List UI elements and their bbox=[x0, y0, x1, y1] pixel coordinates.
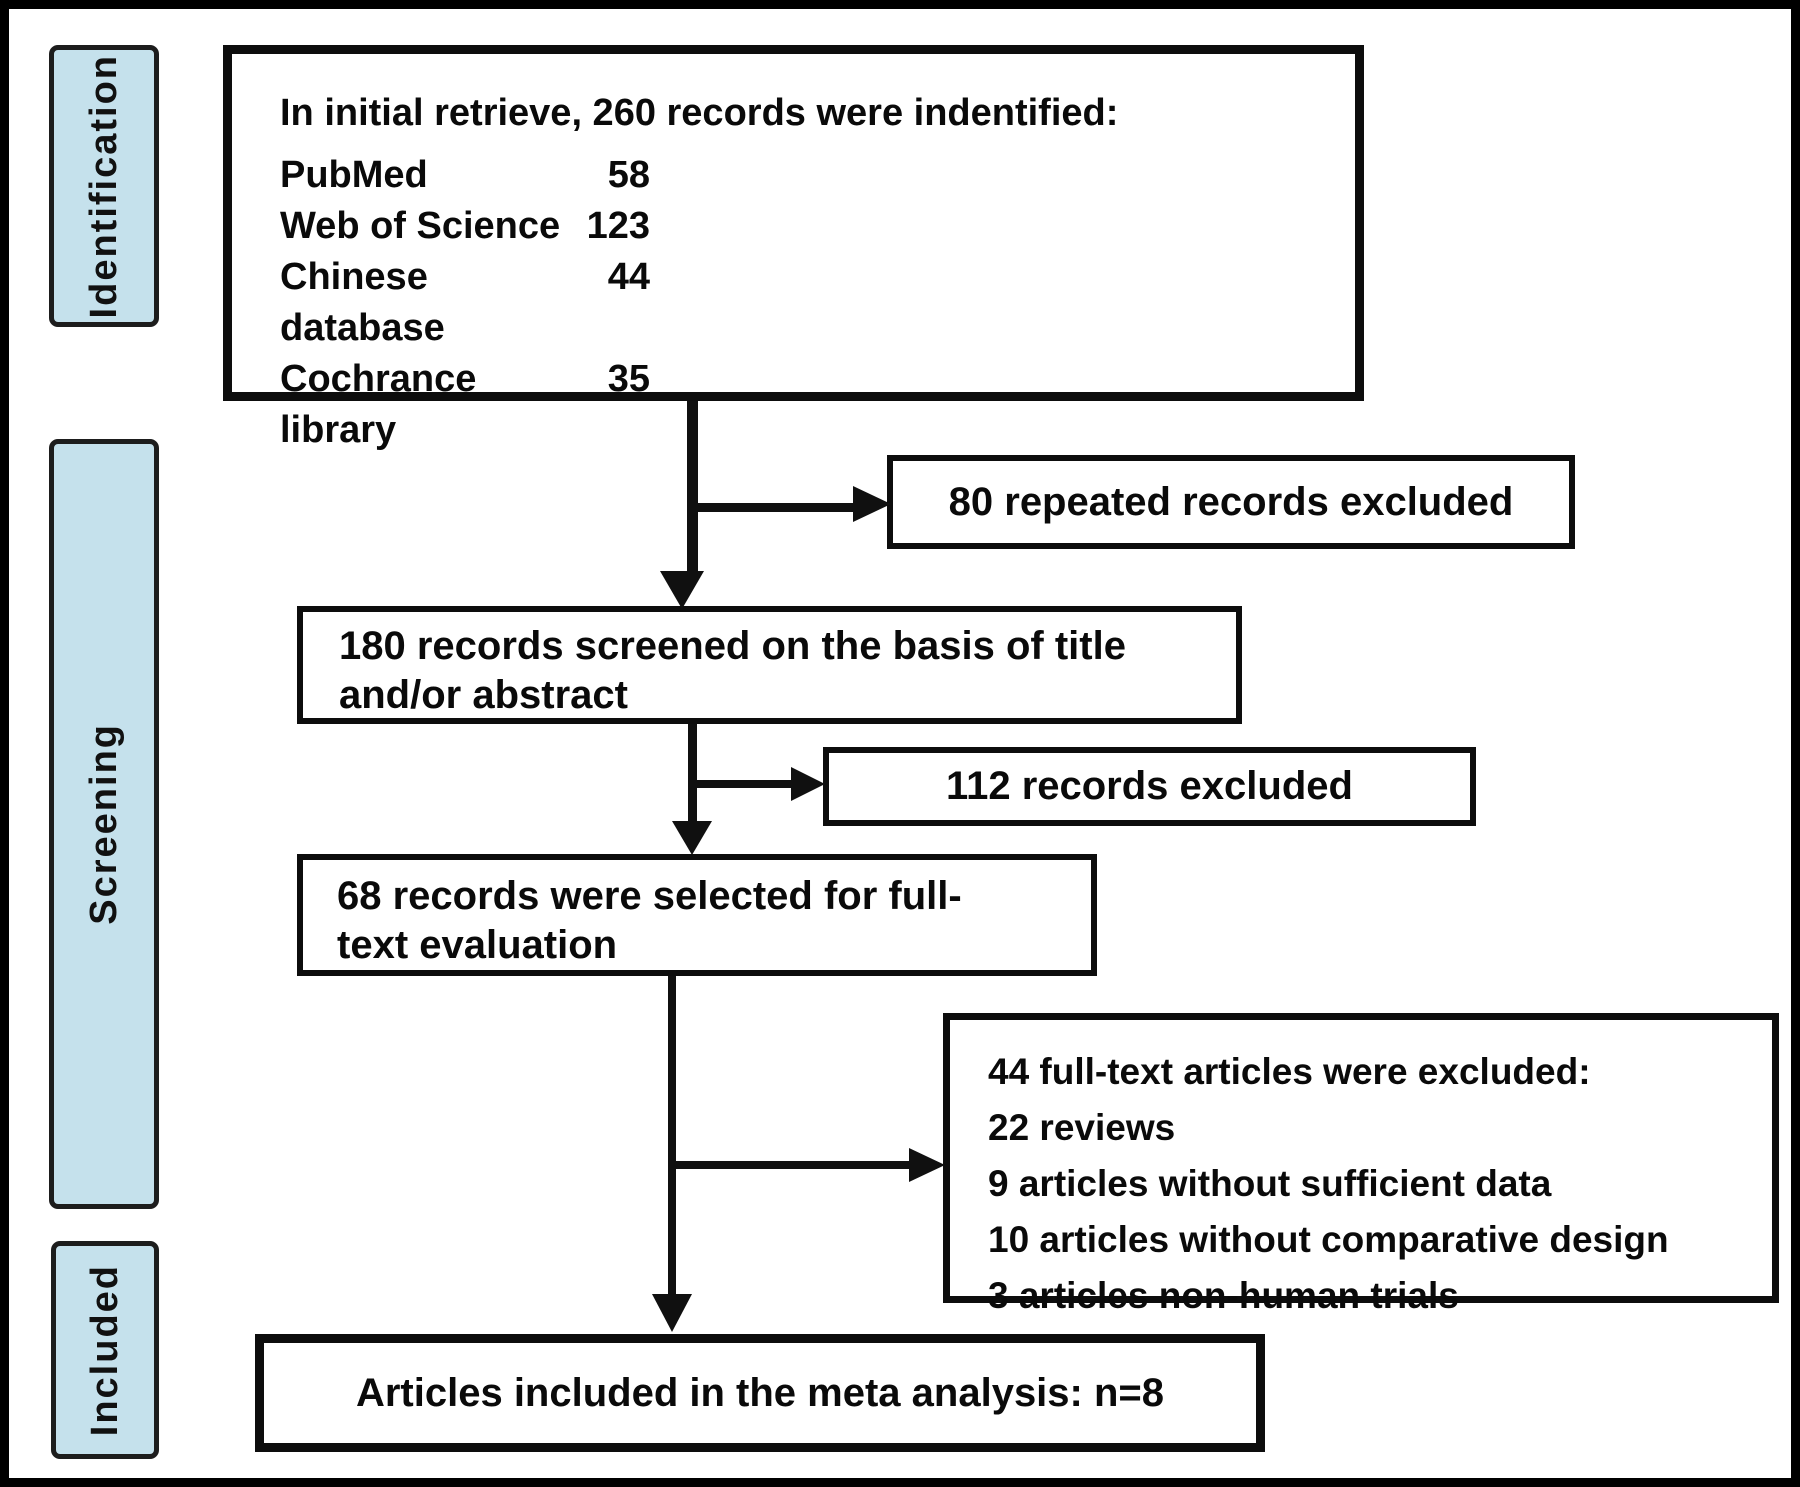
stage-identification: Identification bbox=[49, 45, 159, 327]
arrowhead-right-icon bbox=[791, 767, 825, 801]
fulltext-selected-text: 68 records were selected for full-text e… bbox=[337, 874, 962, 967]
connector-to-records-excluded-line bbox=[688, 780, 793, 788]
screened-box: 180 records screened on the basis of tit… bbox=[297, 606, 1242, 724]
records-excluded-box: 112 records excluded bbox=[823, 747, 1476, 826]
stage-label: Screening bbox=[82, 723, 125, 925]
source-name: Web of Science bbox=[280, 205, 561, 247]
identified-box: In initial retrieve, 260 records were in… bbox=[223, 45, 1364, 451]
fulltext-selected-box: 68 records were selected for full-text e… bbox=[297, 854, 1097, 976]
arrowhead-down-icon bbox=[652, 1294, 692, 1332]
connector-screened-to-fulltext-line bbox=[688, 724, 697, 824]
included-box: Articles included in the meta analysis: … bbox=[255, 1334, 1265, 1452]
source-name: Cochrance library bbox=[280, 358, 477, 451]
source-count: 35 bbox=[607, 358, 650, 400]
source-row: Web of Science 123 bbox=[280, 201, 1335, 252]
duplicates-excluded-text: 80 repeated records excluded bbox=[948, 479, 1514, 524]
fulltext-excluded-line: 10 articles without comparative design bbox=[988, 1219, 1669, 1260]
source-name: Chinese database bbox=[280, 256, 445, 349]
connector-fulltext-to-included-line bbox=[668, 976, 676, 1297]
connector-identified-to-screened-line bbox=[687, 401, 698, 575]
connector-to-duplicates-excluded-line bbox=[687, 503, 855, 512]
fulltext-excluded-box: 44 full-text articles were excluded: 22 … bbox=[943, 1013, 1779, 1316]
stage-included: Included bbox=[51, 1241, 159, 1459]
fulltext-excluded-line: 22 reviews bbox=[988, 1107, 1176, 1148]
stage-label: Identification bbox=[82, 53, 125, 319]
identified-title: In initial retrieve, 260 records were in… bbox=[280, 92, 1119, 134]
source-name: PubMed bbox=[280, 154, 428, 196]
arrowhead-down-icon bbox=[660, 571, 704, 609]
arrowhead-right-icon bbox=[853, 486, 891, 522]
fulltext-excluded-line: 3 articles non-human trials bbox=[988, 1275, 1459, 1316]
records-excluded-text: 112 records excluded bbox=[946, 764, 1353, 808]
stage-screening: Screening bbox=[49, 439, 159, 1209]
source-count: 44 bbox=[607, 256, 650, 298]
source-row: Cochrance library 35 bbox=[280, 354, 1335, 456]
source-count: 58 bbox=[607, 154, 650, 196]
stage-label: Included bbox=[83, 1263, 126, 1437]
connector-to-fulltext-excluded-line bbox=[668, 1161, 911, 1169]
fulltext-excluded-line: 44 full-text articles were excluded: bbox=[988, 1051, 1591, 1092]
arrowhead-right-icon bbox=[909, 1148, 945, 1182]
source-row: PubMed 58 bbox=[280, 150, 1335, 201]
included-text: Articles included in the meta analysis: … bbox=[355, 1370, 1165, 1415]
screened-text: 180 records screened on the basis of tit… bbox=[339, 624, 1126, 717]
duplicates-excluded-box: 80 repeated records excluded bbox=[887, 455, 1575, 549]
arrowhead-down-icon bbox=[672, 821, 712, 855]
fulltext-excluded-line: 9 articles without sufficient data bbox=[988, 1163, 1552, 1204]
source-row: Chinese database 44 bbox=[280, 252, 1335, 354]
source-count: 123 bbox=[586, 205, 650, 247]
